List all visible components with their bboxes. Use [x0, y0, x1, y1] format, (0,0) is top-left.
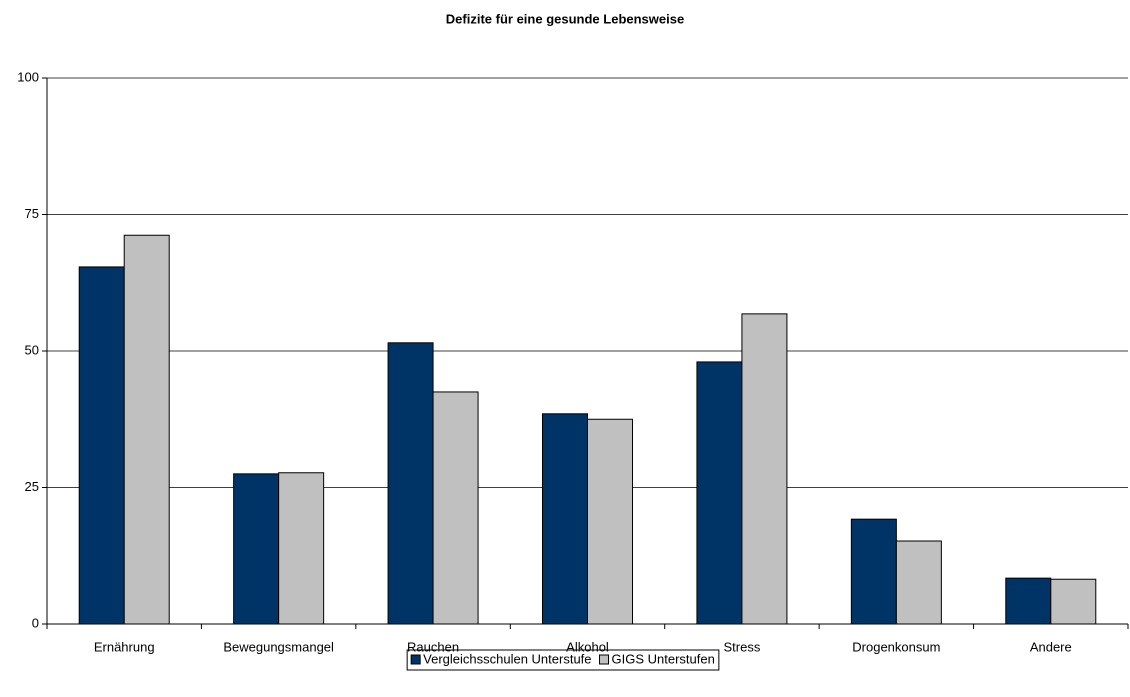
bar	[278, 472, 325, 625]
x-tick-label: Stress	[724, 639, 761, 654]
bar	[542, 413, 588, 625]
bar	[741, 313, 788, 625]
bar	[895, 540, 942, 625]
bar	[78, 266, 125, 625]
legend-box	[406, 649, 720, 671]
legend-label: Vergleichsschulen Unterstufe	[423, 651, 591, 666]
legend-label: GIGS Unterstufen	[612, 651, 715, 666]
bar	[1050, 578, 1097, 625]
bar	[432, 391, 479, 625]
bar	[123, 234, 170, 625]
y-tick-label: 25	[25, 479, 39, 494]
x-tick-label: Andere	[1030, 639, 1072, 654]
y-tick-label: 0	[32, 615, 39, 630]
y-tick-label: 50	[25, 342, 39, 357]
x-tick-label: Bewegungsmangel	[223, 639, 334, 654]
y-tick-label: 100	[17, 69, 39, 84]
y-tick-label: 75	[25, 206, 39, 221]
legend: Vergleichsschulen Unterstufe GIGS Unterst…	[406, 649, 720, 671]
x-tick-label: Ernährung	[94, 639, 155, 654]
bar	[850, 518, 897, 625]
legend-swatch	[410, 654, 421, 665]
bar	[696, 361, 743, 625]
bar	[233, 473, 280, 625]
chart-title: Defizite für eine gesunde Lebensweise	[446, 11, 684, 26]
bar	[1005, 577, 1052, 625]
x-tick-label: Rauchen	[407, 639, 459, 654]
legend-swatch	[599, 654, 610, 665]
bar	[387, 342, 434, 625]
x-tick-label: Drogenkonsum	[852, 639, 940, 654]
bar	[587, 418, 633, 625]
x-tick-label: Alkohol	[566, 639, 609, 654]
